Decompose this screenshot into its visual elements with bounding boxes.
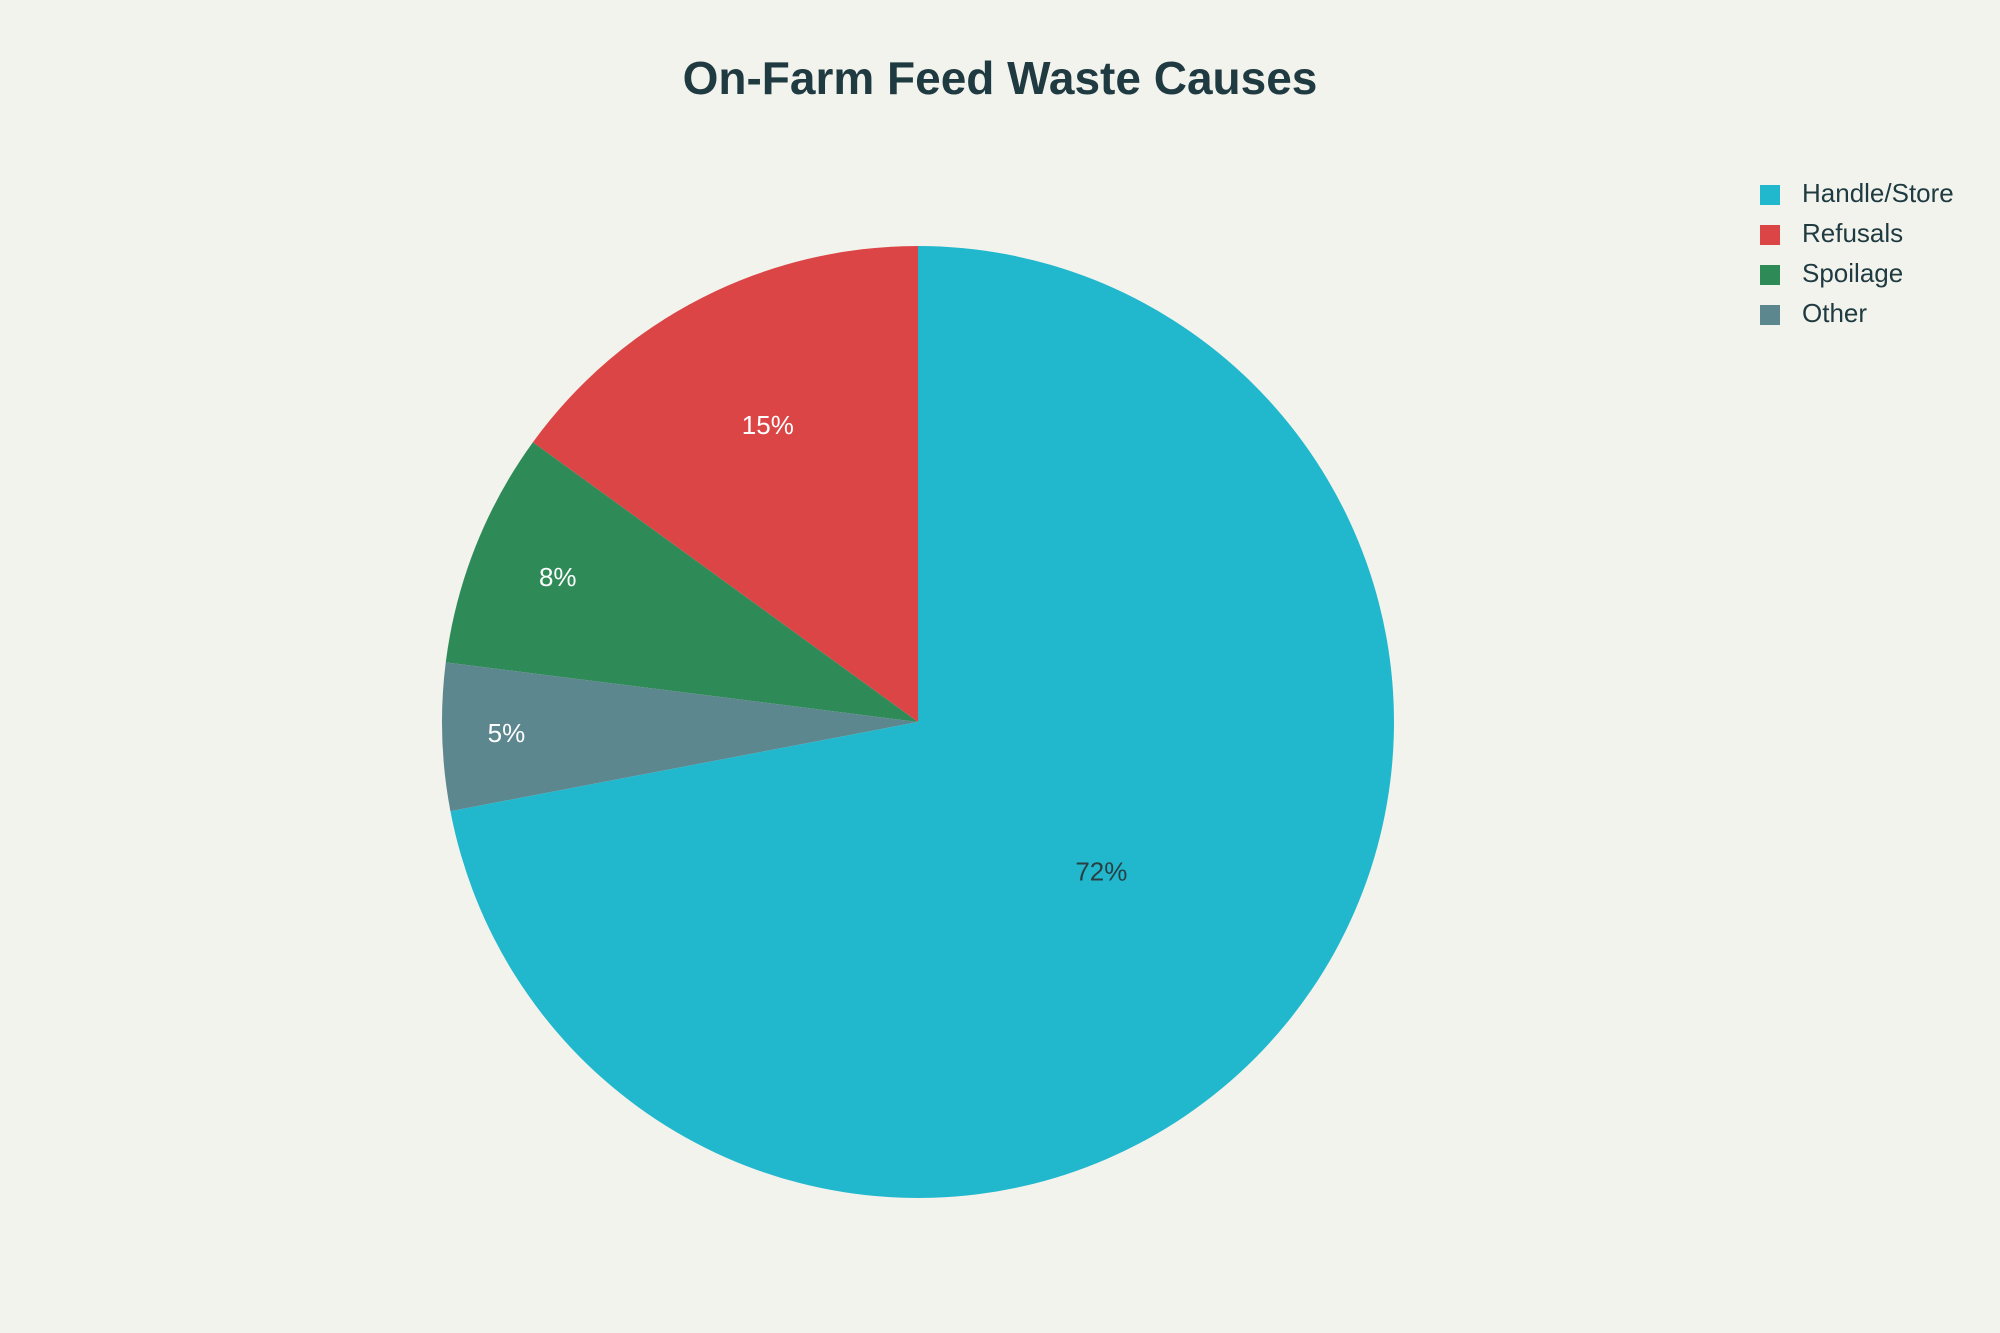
legend-swatch <box>1760 265 1780 285</box>
slice-label: 15% <box>742 410 794 440</box>
pie-slice <box>445 442 918 722</box>
slice-label: 72% <box>1075 857 1127 887</box>
pie-slice <box>532 246 918 722</box>
legend-swatch <box>1760 305 1780 325</box>
pie-slice <box>442 662 918 812</box>
chart-title: On-Farm Feed Waste Causes <box>683 52 1318 104</box>
legend-label: Spoilage <box>1802 258 1903 288</box>
legend-label: Refusals <box>1802 218 1903 248</box>
slice-label: 5% <box>488 718 526 748</box>
legend-swatch <box>1760 185 1780 205</box>
legend-swatch <box>1760 225 1780 245</box>
pie-slice <box>450 246 1394 1199</box>
slice-label: 8% <box>539 562 577 592</box>
legend-label: Handle/Store <box>1802 178 1954 208</box>
legend-label: Other <box>1802 298 1867 328</box>
